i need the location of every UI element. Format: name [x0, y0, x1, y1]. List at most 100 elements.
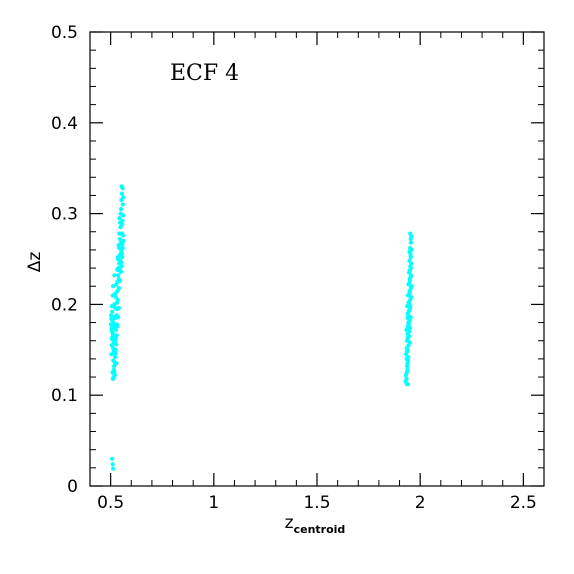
data-point	[403, 373, 408, 378]
data-point	[117, 236, 122, 242]
data-point	[110, 462, 115, 467]
data-point	[109, 352, 114, 357]
data-point	[120, 255, 125, 260]
x-axis-label-main: z	[285, 513, 294, 533]
data-point	[120, 233, 126, 238]
data-point	[407, 340, 412, 345]
y-tick-label: 0.5	[51, 23, 78, 43]
data-point	[404, 345, 409, 351]
data-point	[116, 243, 121, 248]
data-point	[117, 278, 122, 283]
data-points	[108, 184, 414, 471]
y-tick-label: 0	[67, 477, 78, 497]
data-point	[114, 282, 119, 287]
data-point	[111, 345, 116, 351]
y-tick-labels: 0 0.1 0.2 0.3 0.4 0.5	[51, 23, 78, 497]
y-tick-label: 0.1	[51, 386, 78, 406]
plot-frame	[89, 31, 545, 487]
data-point	[109, 325, 114, 331]
data-point	[115, 255, 120, 260]
data-point	[116, 273, 121, 278]
data-point	[119, 184, 124, 189]
data-point	[110, 309, 115, 314]
data-point	[111, 284, 116, 289]
data-point	[115, 324, 120, 329]
data-point	[113, 327, 119, 332]
data-point	[407, 249, 412, 254]
data-point	[116, 315, 121, 320]
data-point	[112, 273, 117, 278]
data-point	[407, 289, 412, 294]
data-point	[409, 261, 414, 266]
data-point	[119, 264, 124, 269]
data-point	[118, 269, 124, 274]
data-point	[118, 220, 123, 225]
data-point	[407, 334, 412, 339]
x-tick-label: 0.5	[97, 493, 124, 513]
data-point	[115, 267, 120, 272]
data-point	[405, 311, 410, 316]
data-point	[108, 313, 114, 318]
data-point	[405, 367, 410, 372]
data-point	[114, 333, 119, 338]
data-point	[408, 266, 413, 271]
major-ticks	[90, 31, 544, 487]
data-point	[119, 251, 124, 256]
x-axis-label-subscript: centroid	[294, 523, 346, 536]
data-point	[409, 295, 414, 300]
data-point	[111, 349, 116, 354]
data-point	[119, 260, 124, 265]
y-tick-label: 0.2	[51, 295, 78, 315]
data-point	[113, 295, 118, 300]
data-point	[408, 231, 413, 236]
data-point	[408, 240, 413, 245]
data-point	[110, 335, 115, 340]
chart-annotation: ECF 4	[170, 61, 239, 86]
data-point	[117, 231, 122, 236]
y-tick-label: 0.3	[51, 205, 78, 225]
data-point	[405, 364, 410, 369]
data-point	[408, 325, 413, 331]
data-point	[118, 207, 124, 212]
data-point	[408, 304, 413, 309]
x-axis-label: zcentroid	[285, 513, 346, 536]
data-point	[118, 211, 123, 216]
data-point	[112, 369, 117, 374]
data-point	[408, 255, 413, 260]
x-tick-label: 2.5	[510, 493, 537, 513]
data-point	[111, 466, 116, 471]
data-point	[120, 242, 125, 247]
x-tick-labels: 0.5 1 1.5 2 2.5	[97, 493, 537, 513]
data-point	[109, 304, 114, 309]
data-point	[404, 349, 410, 354]
data-point	[113, 305, 118, 311]
data-point	[109, 316, 114, 321]
data-point	[406, 300, 411, 305]
data-point	[114, 300, 120, 305]
data-point	[115, 288, 120, 293]
data-point	[108, 322, 113, 327]
x-tick-label: 1	[208, 493, 219, 513]
data-point	[404, 382, 410, 387]
data-point	[114, 342, 119, 347]
data-point	[112, 315, 117, 320]
data-point	[116, 305, 121, 311]
data-point	[119, 191, 125, 196]
data-point	[110, 376, 115, 381]
data-point	[120, 246, 125, 251]
data-point	[121, 195, 126, 200]
data-point	[409, 284, 414, 289]
data-point	[110, 456, 115, 461]
data-point	[112, 360, 118, 365]
minor-ticks	[89, 32, 545, 486]
data-point	[408, 275, 413, 280]
data-point	[408, 315, 413, 320]
data-point	[407, 279, 412, 284]
y-tick-label: 0.4	[51, 114, 78, 134]
data-point	[112, 355, 118, 360]
data-point	[406, 320, 411, 325]
y-axis-label: Δz	[25, 252, 45, 273]
x-tick-label: 2	[415, 493, 426, 513]
data-point	[404, 356, 409, 361]
